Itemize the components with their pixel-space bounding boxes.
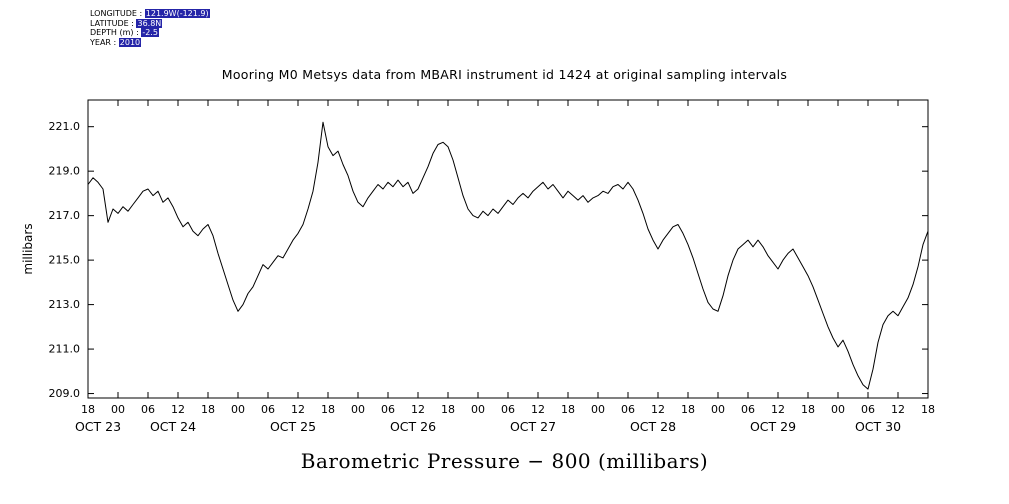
pressure-line bbox=[87, 121, 929, 390]
year-label: YEAR : bbox=[90, 37, 117, 47]
x-date-label: OCT 26 bbox=[390, 419, 436, 434]
x-hour-label: 00 bbox=[231, 403, 245, 416]
station-metadata: LONGITUDE : 121.9W(-121.9) LATITUDE : 36… bbox=[90, 9, 210, 47]
x-hour-label: 12 bbox=[891, 403, 905, 416]
x-date-label: OCT 27 bbox=[510, 419, 556, 434]
longitude-label: LONGITUDE : bbox=[90, 9, 143, 18]
x-date-label: OCT 29 bbox=[750, 419, 796, 434]
x-date-label: OCT 30 bbox=[855, 419, 901, 434]
x-hour-label: 06 bbox=[381, 403, 395, 416]
y-axis-label: millibars bbox=[21, 223, 35, 274]
depth-value: -2.5 bbox=[141, 28, 159, 37]
x-hour-label: 00 bbox=[111, 403, 125, 416]
x-hour-label: 12 bbox=[291, 403, 305, 416]
depth-label: DEPTH (m) : bbox=[90, 28, 139, 37]
metadata-line: LATITUDE : 36.8N bbox=[90, 18, 210, 29]
x-hour-label: 06 bbox=[741, 403, 755, 416]
x-hour-label: 06 bbox=[861, 403, 875, 416]
latitude-label: LATITUDE : bbox=[90, 18, 134, 28]
chart-title: Mooring M0 Metsys data from MBARI instru… bbox=[221, 67, 788, 82]
y-tick-label: 215.0 bbox=[49, 254, 81, 267]
y-tick-label: 221.0 bbox=[49, 120, 81, 133]
x-hour-label: 06 bbox=[261, 403, 275, 416]
y-tick-label: 211.0 bbox=[49, 343, 81, 356]
year-value: 2010 bbox=[118, 37, 142, 47]
x-hour-label: 00 bbox=[831, 403, 845, 416]
x-hour-label: 06 bbox=[621, 403, 635, 416]
x-hour-label: 18 bbox=[681, 403, 695, 416]
x-hour-label: 18 bbox=[921, 403, 935, 416]
x-hour-label: 12 bbox=[771, 403, 785, 416]
x-date-label: OCT 25 bbox=[270, 419, 316, 434]
x-date-label: OCT 28 bbox=[630, 419, 676, 434]
x-axis-title: Barometric Pressure − 800 (millibars) bbox=[300, 449, 709, 473]
metadata-line: DEPTH (m) : -2.5 bbox=[90, 28, 210, 38]
metadata-line: YEAR : 2010 bbox=[90, 37, 210, 48]
x-hour-label: 00 bbox=[711, 403, 725, 416]
x-hour-label: 18 bbox=[201, 403, 215, 416]
y-tick-label: 217.0 bbox=[49, 209, 81, 222]
y-tick-label: 209.0 bbox=[49, 387, 81, 400]
x-hour-label: 00 bbox=[471, 403, 485, 416]
y-tick-label: 213.0 bbox=[49, 298, 81, 311]
x-hour-label: 12 bbox=[171, 403, 185, 416]
x-hour-label: 12 bbox=[411, 403, 425, 416]
x-hour-label: 18 bbox=[441, 403, 455, 416]
longitude-value: 121.9W(-121.9) bbox=[144, 9, 210, 18]
x-hour-label: 18 bbox=[801, 403, 815, 416]
x-hour-label: 00 bbox=[351, 403, 365, 416]
x-hour-label: 06 bbox=[141, 403, 155, 416]
x-hour-label: 00 bbox=[591, 403, 605, 416]
x-hour-label: 18 bbox=[321, 403, 335, 416]
x-date-label: OCT 24 bbox=[150, 419, 196, 434]
x-hour-label: 18 bbox=[81, 403, 95, 416]
x-date-label: OCT 23 bbox=[75, 419, 121, 434]
plot-frame bbox=[87, 99, 929, 399]
x-hour-label: 12 bbox=[531, 403, 545, 416]
y-tick-label: 219.0 bbox=[49, 165, 81, 178]
latitude-value: 36.8N bbox=[136, 18, 163, 28]
metadata-line: LONGITUDE : 121.9W(-121.9) bbox=[90, 9, 210, 19]
x-hour-label: 18 bbox=[561, 403, 575, 416]
x-hour-label: 06 bbox=[501, 403, 515, 416]
x-hour-label: 12 bbox=[651, 403, 665, 416]
